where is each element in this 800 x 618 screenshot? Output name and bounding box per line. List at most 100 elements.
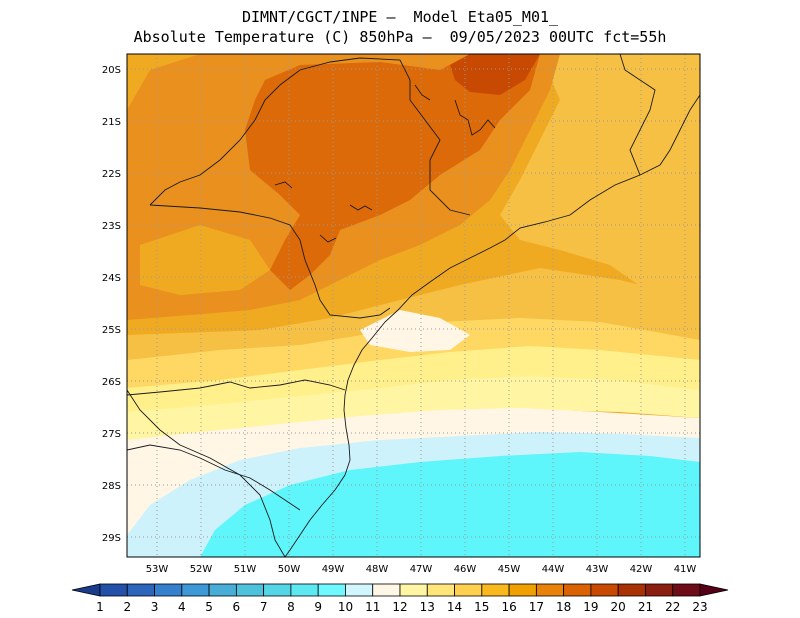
- border-mg-es: [619, 54, 656, 176]
- colorbar-label: 22: [665, 600, 680, 614]
- lon-tick: 53W: [146, 564, 169, 575]
- lon-tick-labels: 53W 52W 51W 50W 49W 48W 47W 46W 45W 44W …: [146, 564, 697, 575]
- colorbar-swatch: [126, 583, 155, 597]
- lon-tick: 49W: [322, 564, 345, 575]
- colorbar-arrow-left: [71, 583, 101, 597]
- colorbar-label: 17: [529, 600, 544, 614]
- colorbar-swatch: [563, 583, 592, 597]
- colorbar-label: 4: [178, 600, 186, 614]
- colorbar-label: 5: [205, 600, 213, 614]
- reservoir-5: [274, 181, 293, 189]
- reservoir-2: [414, 84, 431, 101]
- lon-tick: 43W: [586, 564, 609, 575]
- colorbar-label: 15: [474, 600, 489, 614]
- lon-tick: 50W: [278, 564, 301, 575]
- colorbar-swatch: [481, 583, 510, 597]
- colorbar-swatch: [235, 583, 265, 597]
- chart-title: DIMNT/CGCT/INPE – Model Eta05_M01_: [241, 8, 559, 26]
- reservoir-3: [349, 204, 373, 211]
- lat-tick: 25S: [102, 325, 121, 336]
- temp-band-11-12-coast: [360, 310, 470, 352]
- colorbar-label: 13: [420, 600, 435, 614]
- lon-tick: 45W: [498, 564, 521, 575]
- lon-tick: 48W: [366, 564, 389, 575]
- border-mg-sp: [149, 57, 471, 216]
- reservoir-4: [319, 234, 337, 243]
- colorbar-swatch: [345, 583, 374, 597]
- colorbar-swatch: [645, 583, 674, 597]
- lat-tick: 24S: [102, 273, 121, 284]
- lon-tick: 44W: [542, 564, 565, 575]
- colorbar-label: 8: [287, 600, 295, 614]
- colorbar-label: 20: [611, 600, 626, 614]
- lat-tick: 21S: [102, 117, 121, 128]
- lat-tick: 23S: [102, 221, 121, 232]
- colorbar-label: 18: [556, 600, 571, 614]
- temp-band-11-12: [127, 408, 700, 540]
- colorbar-label: 11: [365, 600, 380, 614]
- colorbar-swatch: [99, 583, 128, 597]
- colorbar-label: 16: [501, 600, 516, 614]
- colorbar-label: 21: [638, 600, 653, 614]
- colorbar-swatch: [181, 583, 210, 597]
- border-sc-rs: [127, 444, 301, 511]
- temp-band-19-20: [450, 54, 540, 95]
- lat-tick: 20S: [102, 65, 121, 76]
- lat-tick: 29S: [102, 533, 121, 544]
- colorbar-swatch: [263, 583, 292, 597]
- lon-tick: 51W: [234, 564, 257, 575]
- coastline: [284, 94, 700, 557]
- temp-band-16-17-west: [140, 225, 270, 295]
- colorbar-swatch: [317, 583, 346, 597]
- colorbar: 1 2 3 4 5 6 7 8 9 10 11 12 13 14 15 16 17 18 19 20 21 22 23: [71, 583, 729, 614]
- boundaries: [127, 54, 700, 557]
- lon-tick: 41W: [674, 564, 697, 575]
- temperature-field: [127, 54, 700, 557]
- lat-tick: 26S: [102, 377, 121, 388]
- colorbar-swatch: [399, 583, 428, 597]
- colorbar-swatch: [590, 583, 619, 597]
- colorbar-label: 12: [392, 600, 407, 614]
- colorbar-label: 3: [151, 600, 159, 614]
- colorbar-swatch: [508, 583, 537, 597]
- lon-tick: 52W: [190, 564, 213, 575]
- reservoirs: [274, 84, 496, 243]
- colorbar-label: 1: [96, 600, 104, 614]
- colorbar-swatch: [672, 583, 701, 597]
- temp-band-14-15: [127, 318, 700, 392]
- colorbar-label: 6: [233, 600, 241, 614]
- reservoir-1: [454, 99, 496, 136]
- lat-tick: 27S: [102, 429, 121, 440]
- lat-tick: 28S: [102, 481, 121, 492]
- lon-tick: 47W: [410, 564, 433, 575]
- colorbar-swatch: [372, 583, 401, 597]
- colorbar-label: 9: [314, 600, 322, 614]
- lat-tick: 22S: [102, 169, 121, 180]
- lon-tick: 46W: [454, 564, 477, 575]
- border-sp-pr: [149, 204, 391, 319]
- chart-subtitle: Absolute Temperature (C) 850hPa – 09/05/…: [133, 28, 667, 46]
- colorbar-label: 19: [583, 600, 598, 614]
- colorbar-label: 23: [692, 600, 707, 614]
- colorbar-swatch: [617, 583, 646, 597]
- temp-band-18-19: [245, 54, 540, 290]
- border-country: [127, 389, 286, 557]
- colorbar-swatch: [208, 583, 237, 597]
- colorbar-label: 14: [447, 600, 462, 614]
- lon-tick: 42W: [630, 564, 653, 575]
- colorbar-swatch: [154, 583, 183, 597]
- colorbar-swatch: [535, 583, 565, 597]
- colorbar-label: 2: [123, 600, 131, 614]
- colorbar-swatch: [426, 583, 455, 597]
- colorbar-label: 10: [338, 600, 353, 614]
- map-frame: [126, 53, 701, 558]
- colorbar-swatch: [290, 583, 319, 597]
- temp-band-15-16-east: [500, 54, 700, 330]
- colorbar-arrow-right: [699, 583, 729, 597]
- border-pr-sc: [127, 379, 346, 396]
- lat-tick-labels: 20S 21S 22S 23S 24S 25S 26S 27S 28S 29S: [102, 65, 121, 544]
- temp-band-9-10: [200, 452, 700, 557]
- colorbar-swatch: [454, 583, 483, 597]
- colorbar-label: 7: [260, 600, 268, 614]
